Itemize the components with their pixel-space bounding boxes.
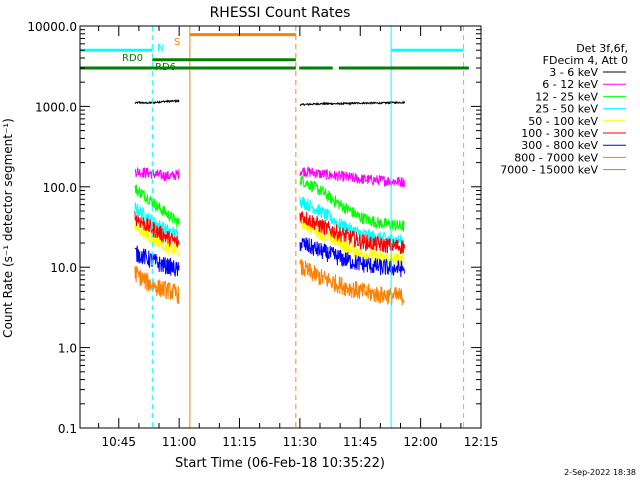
x-tick-label: 11:30 [283, 435, 318, 449]
x-tick-label: 11:15 [222, 435, 257, 449]
series-trace [299, 166, 405, 188]
series-trace [299, 237, 405, 278]
legend-label: 100 - 300 keV [521, 127, 598, 140]
series-trace [134, 184, 180, 228]
status-bar-label: RD0 [122, 53, 143, 64]
series-trace [299, 211, 405, 254]
series-2 [134, 166, 405, 188]
series-8 [134, 258, 405, 306]
legend-label: 6 - 12 keV [542, 78, 598, 91]
y-tick-label: 0.1 [58, 422, 77, 436]
series-3 [134, 175, 405, 232]
series-6 [134, 211, 405, 254]
x-tick-label: 11:00 [162, 435, 197, 449]
series-trace [299, 213, 405, 269]
x-axis-label: Start Time (06-Feb-18 10:35:22) [175, 456, 385, 471]
series-trace [134, 211, 180, 248]
series-trace [299, 175, 405, 232]
y-tick-label: 1000.0 [35, 100, 77, 114]
legend-header-line-2: FDecim 4, Att 0 [543, 54, 628, 67]
legend-label: 25 - 50 keV [535, 103, 598, 116]
status-bar-label: N [157, 43, 164, 54]
series-trace [299, 258, 405, 306]
status-bar-label: RD6 [155, 62, 176, 73]
legend-label: 7000 - 15000 keV [500, 164, 598, 177]
y-tick-label: 10000.0 [27, 20, 77, 34]
y-axis-label: Count Rate (s⁻¹ detector segment⁻¹) [1, 118, 15, 338]
series-5 [134, 213, 405, 269]
series-trace [134, 245, 180, 278]
series-trace [134, 98, 180, 105]
status-bar-label: S [174, 37, 180, 48]
plot-frame [79, 25, 482, 429]
legend-label: 12 - 25 keV [535, 90, 598, 103]
x-tick-label: 11:45 [343, 435, 378, 449]
series-trace [299, 100, 405, 107]
x-tick-label: 10:45 [101, 435, 136, 449]
chart-title: RHESSI Count Rates [210, 5, 351, 21]
y-tick-label: 100.0 [43, 181, 77, 195]
legend-label: 800 - 7000 keV [514, 151, 598, 164]
series-trace [134, 166, 180, 182]
series-trace [134, 219, 180, 257]
legend-label: 50 - 100 keV [528, 115, 598, 128]
series-1 [134, 98, 405, 107]
series-7 [134, 237, 405, 278]
legend-label: 300 - 800 keV [521, 139, 598, 152]
legend-header-line-1: Det 3f,6f, [576, 42, 628, 55]
series-trace [134, 265, 180, 305]
y-tick-label: 10.0 [50, 261, 77, 275]
x-tick-label: 12:00 [403, 435, 438, 449]
footer-date: 2-Sep-2022 18:38 [564, 468, 636, 477]
plot-area: NS RD0 RD6 0.1 1.0 10.0 100.0 1000.0 10000.0 10:4… [27, 20, 498, 449]
x-tick-label: 12:15 [464, 435, 499, 449]
y-tick-label: 1.0 [58, 342, 77, 356]
legend-label: 3 - 6 keV [549, 66, 598, 79]
